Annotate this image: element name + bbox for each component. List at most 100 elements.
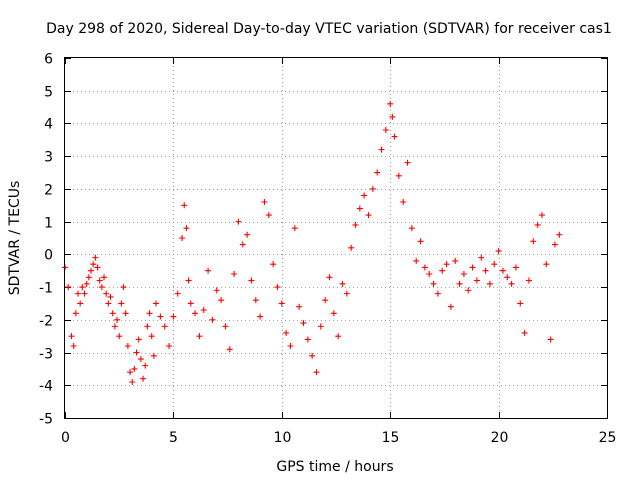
data-point bbox=[400, 199, 407, 205]
data-point bbox=[239, 241, 246, 248]
data-point bbox=[166, 343, 173, 349]
x-tick-label: 20 bbox=[491, 430, 509, 446]
data-point bbox=[508, 280, 515, 287]
data-point bbox=[443, 261, 450, 268]
data-point bbox=[525, 277, 532, 284]
y-tick-label: -2 bbox=[39, 314, 53, 330]
data-point bbox=[413, 257, 420, 264]
data-point bbox=[65, 284, 72, 291]
x-tick-label: 0 bbox=[61, 430, 70, 446]
data-point bbox=[317, 323, 324, 330]
x-tick-label: 10 bbox=[274, 430, 292, 446]
data-point bbox=[270, 261, 277, 268]
data-point bbox=[538, 212, 545, 219]
data-point bbox=[287, 343, 294, 349]
data-point bbox=[181, 202, 188, 209]
data-point bbox=[326, 274, 333, 281]
data-point bbox=[382, 127, 389, 133]
data-point bbox=[278, 300, 285, 307]
y-tick-label: 3 bbox=[44, 150, 53, 166]
data-point bbox=[140, 375, 147, 382]
y-tick-label: -5 bbox=[39, 412, 53, 428]
data-point bbox=[111, 323, 118, 330]
data-point bbox=[142, 362, 149, 369]
data-point bbox=[512, 264, 519, 271]
data-point bbox=[434, 290, 441, 297]
data-point bbox=[499, 267, 506, 274]
data-point bbox=[495, 248, 502, 255]
data-point bbox=[72, 310, 79, 317]
data-point bbox=[218, 297, 225, 304]
data-point bbox=[118, 300, 125, 307]
data-point bbox=[131, 365, 138, 372]
data-point bbox=[469, 264, 476, 271]
data-point bbox=[192, 310, 199, 317]
data-point bbox=[226, 346, 233, 353]
data-point bbox=[339, 280, 346, 287]
chart-title: Day 298 of 2020, Sidereal Day-to-day VTE… bbox=[46, 21, 612, 37]
data-point bbox=[235, 218, 242, 225]
data-point bbox=[70, 343, 77, 349]
data-point bbox=[124, 343, 131, 349]
data-point bbox=[343, 290, 350, 297]
data-point bbox=[300, 320, 307, 327]
data-point bbox=[146, 310, 153, 317]
data-point bbox=[98, 284, 105, 291]
data-point bbox=[304, 336, 311, 343]
data-point bbox=[161, 323, 168, 330]
data-point bbox=[460, 271, 467, 277]
x-tick-label: 25 bbox=[599, 430, 617, 446]
data-point bbox=[107, 293, 114, 300]
data-point bbox=[257, 313, 264, 320]
data-point bbox=[85, 274, 92, 281]
data-point bbox=[504, 274, 511, 281]
data-point bbox=[265, 212, 272, 219]
data-point bbox=[174, 290, 181, 297]
data-point bbox=[521, 329, 528, 336]
data-point bbox=[101, 274, 108, 281]
axis-ticks: 0 5 10 15 20 25 -5 -4 -3 -2 -1 0 1 2 3 4 5 6 bbox=[39, 52, 616, 447]
data-point bbox=[452, 257, 459, 264]
data-point bbox=[148, 333, 155, 340]
data-point bbox=[365, 212, 372, 219]
data-point bbox=[144, 323, 151, 330]
x-tick-label: 15 bbox=[382, 430, 400, 446]
plot-frame bbox=[64, 57, 608, 419]
data-point bbox=[556, 231, 563, 238]
data-point bbox=[248, 277, 255, 284]
data-point bbox=[183, 225, 190, 232]
data-point bbox=[196, 333, 203, 340]
data-point bbox=[122, 310, 129, 317]
y-tick-label: 1 bbox=[44, 216, 53, 232]
data-point bbox=[395, 172, 402, 179]
data-point bbox=[352, 221, 359, 228]
data-point bbox=[133, 349, 140, 356]
y-tick-label: 5 bbox=[44, 85, 53, 101]
data-point bbox=[92, 254, 99, 261]
data-point bbox=[408, 225, 415, 232]
data-point bbox=[261, 199, 268, 205]
data-point bbox=[83, 280, 90, 287]
data-point bbox=[426, 271, 433, 277]
data-point bbox=[150, 352, 157, 359]
data-point bbox=[330, 310, 337, 317]
data-point bbox=[547, 336, 554, 343]
data-point bbox=[378, 146, 385, 153]
x-axis-label: GPS time / hours bbox=[276, 459, 393, 475]
data-point bbox=[81, 290, 88, 297]
y-tick-label: 6 bbox=[44, 52, 53, 68]
data-point bbox=[179, 235, 186, 241]
data-point bbox=[473, 277, 480, 284]
data-point bbox=[244, 231, 251, 238]
data-point bbox=[205, 267, 212, 274]
data-point bbox=[430, 280, 437, 287]
data-point bbox=[491, 261, 498, 268]
data-point bbox=[252, 297, 259, 304]
data-point bbox=[313, 369, 320, 376]
data-point bbox=[478, 254, 485, 261]
data-point bbox=[200, 307, 207, 313]
data-point bbox=[75, 290, 82, 297]
data-point bbox=[421, 264, 428, 271]
y-tick-label: -1 bbox=[39, 281, 53, 297]
